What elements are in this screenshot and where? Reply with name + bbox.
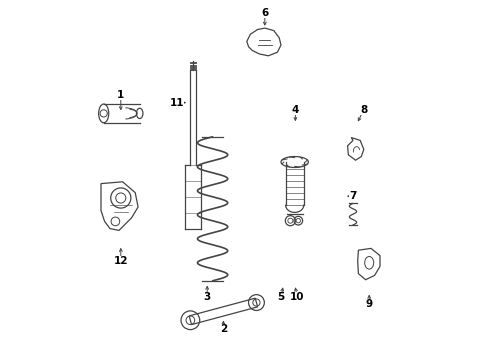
Text: 6: 6 (261, 8, 269, 18)
Text: 11: 11 (170, 98, 184, 108)
Text: 9: 9 (366, 299, 373, 309)
Text: 10: 10 (290, 292, 304, 302)
Text: 1: 1 (117, 90, 124, 100)
Text: 5: 5 (277, 292, 285, 302)
Text: 4: 4 (292, 105, 299, 115)
Text: 12: 12 (114, 256, 128, 266)
Text: 7: 7 (349, 191, 357, 201)
Text: 8: 8 (360, 105, 368, 115)
Text: 3: 3 (203, 292, 211, 302)
Text: 2: 2 (220, 324, 227, 334)
